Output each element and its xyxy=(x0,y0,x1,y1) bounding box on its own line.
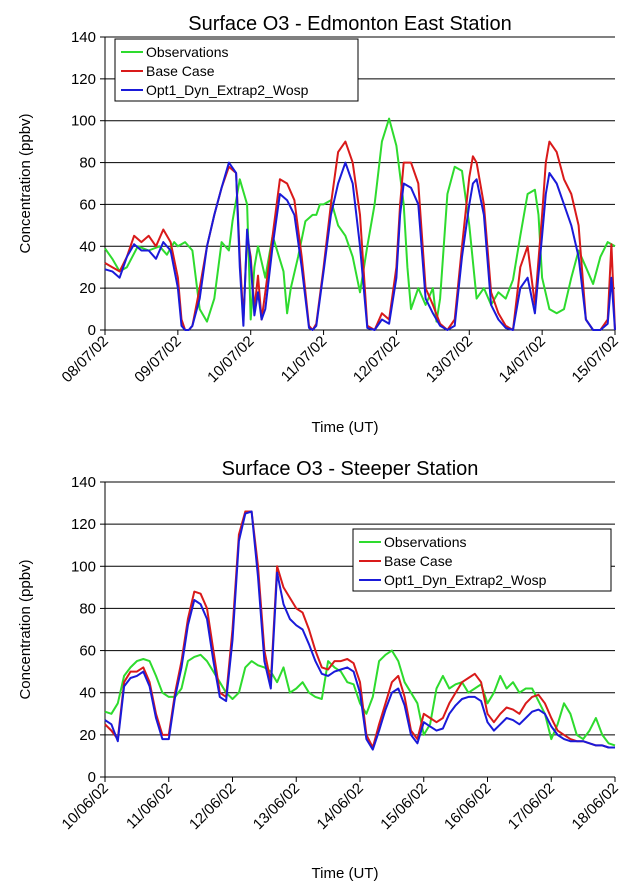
y-tick-label: 40 xyxy=(79,238,96,255)
y-tick-label: 20 xyxy=(79,280,96,297)
y-tick-label: 100 xyxy=(71,558,96,575)
chart-title: Surface O3 - Edmonton East Station xyxy=(188,13,512,35)
y-tick-label: 80 xyxy=(79,155,96,172)
y-axis-title: Concentration (ppbv) xyxy=(17,113,34,253)
legend-label: Observations xyxy=(384,534,466,550)
x-axis-title: Time (UT) xyxy=(312,419,379,436)
x-tick-label: 13/07/02 xyxy=(423,333,476,386)
legend-label: Opt1_Dyn_Extrap2_Wosp xyxy=(146,82,309,98)
series-line-observations xyxy=(104,649,616,747)
x-tick-label: 18/06/02 xyxy=(569,780,622,833)
y-tick-label: 0 xyxy=(88,322,96,339)
x-axis-title: Time (UT) xyxy=(312,865,379,882)
legend-label: Base Case xyxy=(384,553,453,569)
legend-label: Observations xyxy=(146,44,228,60)
series-line-opt1-dyn-extrap2-wosp xyxy=(104,510,615,751)
y-tick-label: 140 xyxy=(71,474,96,491)
series-line-base-case xyxy=(104,140,616,331)
x-tick-label: 16/06/02 xyxy=(441,780,494,833)
x-tick-label: 10/06/02 xyxy=(59,780,112,833)
y-axis-title: Concentration (ppbv) xyxy=(17,559,34,699)
x-tick-label: 13/06/02 xyxy=(250,780,303,833)
legend-label: Base Case xyxy=(146,63,215,79)
y-tick-label: 0 xyxy=(88,769,96,786)
y-tick-label: 40 xyxy=(79,685,96,702)
x-tick-label: 11/06/02 xyxy=(123,780,176,833)
x-tick-label: 15/06/02 xyxy=(377,780,430,833)
x-tick-label: 14/06/02 xyxy=(314,780,367,833)
x-tick-label: 10/07/02 xyxy=(204,333,257,386)
x-tick-label: 14/07/02 xyxy=(496,333,549,386)
x-tick-label: 08/07/02 xyxy=(59,333,112,386)
x-tick-label: 12/07/02 xyxy=(350,333,403,386)
legend-label: Opt1_Dyn_Extrap2_Wosp xyxy=(384,572,547,588)
y-tick-label: 100 xyxy=(71,113,96,130)
x-tick-label: 11/07/02 xyxy=(278,333,331,386)
x-tick-label: 09/07/02 xyxy=(131,333,184,386)
series-line-observations xyxy=(104,117,616,323)
chart-2: Surface O3 - Steeper Station 0 20 40 60 80 100… xyxy=(17,458,622,882)
chart-title: Surface O3 - Steeper Station xyxy=(222,458,479,480)
y-tick-label: 80 xyxy=(79,600,96,617)
chart-1: Surface O3 - Edmonton East Station 0 20 40 6… xyxy=(17,13,622,436)
legend-box xyxy=(352,528,612,592)
y-tick-label: 120 xyxy=(71,71,96,88)
legend: Observations Base Case Opt1_Dyn_Extrap2_Wo… xyxy=(352,528,612,592)
series-line-opt1-dyn-extrap2-wosp xyxy=(104,161,616,331)
y-tick-label: 120 xyxy=(71,516,96,533)
x-tick-label: 17/06/02 xyxy=(505,780,558,833)
x-tick-label: 15/07/02 xyxy=(569,333,622,386)
x-tick-label: 12/06/02 xyxy=(186,780,239,833)
y-tick-label: 140 xyxy=(71,29,96,46)
series-line-base-case xyxy=(104,510,615,749)
legend: Observations Base Case Opt1_Dyn_Extrap2_Wo… xyxy=(114,38,359,102)
y-tick-label: 60 xyxy=(79,643,96,660)
y-tick-label: 20 xyxy=(79,727,96,744)
legend-box xyxy=(114,38,359,102)
y-tick-label: 60 xyxy=(79,196,96,213)
